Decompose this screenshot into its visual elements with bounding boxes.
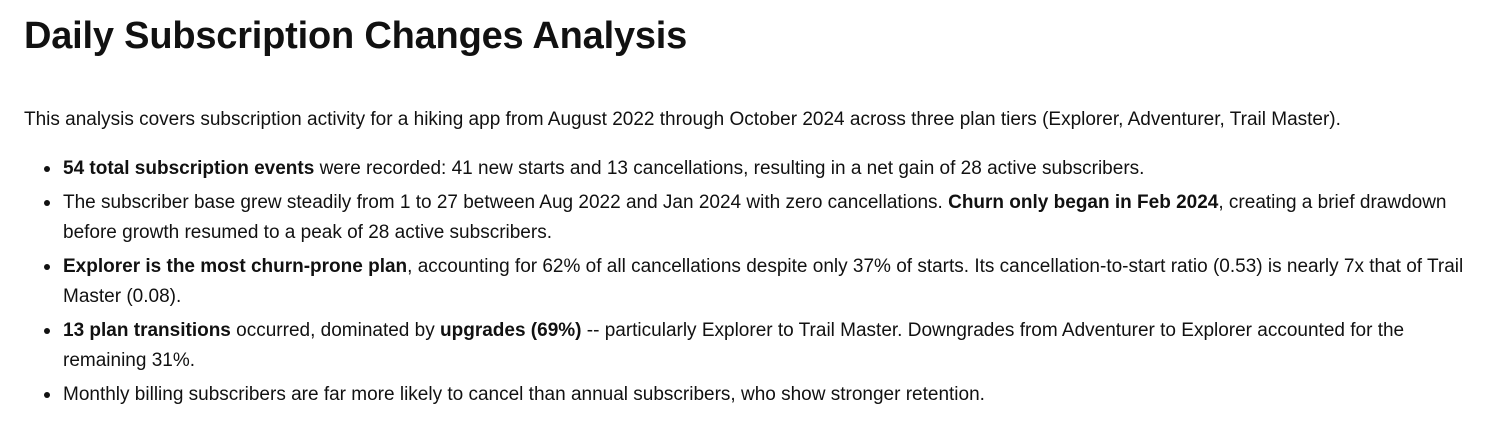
list-item: Explorer is the most churn-prone plan, a… [24, 252, 1474, 312]
intro-paragraph: This analysis covers subscription activi… [24, 109, 1341, 130]
bullet-text: , accounting for 62% of all cancellation… [63, 256, 1464, 307]
list-item: 54 total subscription events were record… [24, 154, 1474, 184]
bullet-text: were recorded: 41 new starts and 13 canc… [314, 158, 1145, 179]
bullet-text: The subscriber base grew steadily from 1… [63, 192, 949, 213]
bullet-icon [44, 166, 50, 172]
bullet-bold-text: upgrades (69%) [440, 320, 582, 341]
bullet-bold-text: Churn only began in Feb 2024 [948, 192, 1219, 213]
bullet-text: Monthly billing subscribers are far more… [63, 384, 985, 405]
bullet-bold-text: 54 total subscription events [63, 158, 315, 179]
list-item: 13 plan transitions occurred, dominated … [24, 316, 1474, 376]
bullet-text: , creating a brief drawdown before growt… [63, 192, 1447, 243]
bullet-bold-text: 13 plan transitions [63, 320, 231, 341]
bullet-bold-text: Explorer is the most churn-prone plan [63, 256, 408, 277]
bullet-icon [44, 328, 50, 334]
bullet-text: -- particularly Explorer to Trail Master… [63, 320, 1405, 371]
bullet-icon [44, 264, 50, 270]
bullet-icon [44, 200, 50, 206]
list-item: Monthly billing subscribers are far more… [24, 380, 1474, 410]
findings-list: 54 total subscription events were record… [24, 154, 1474, 414]
page-title: Daily Subscription Changes Analysis [24, 15, 688, 57]
list-item: The subscriber base grew steadily from 1… [24, 188, 1474, 248]
bullet-text: occurred, dominated by [230, 320, 440, 341]
bullet-icon [44, 392, 50, 398]
